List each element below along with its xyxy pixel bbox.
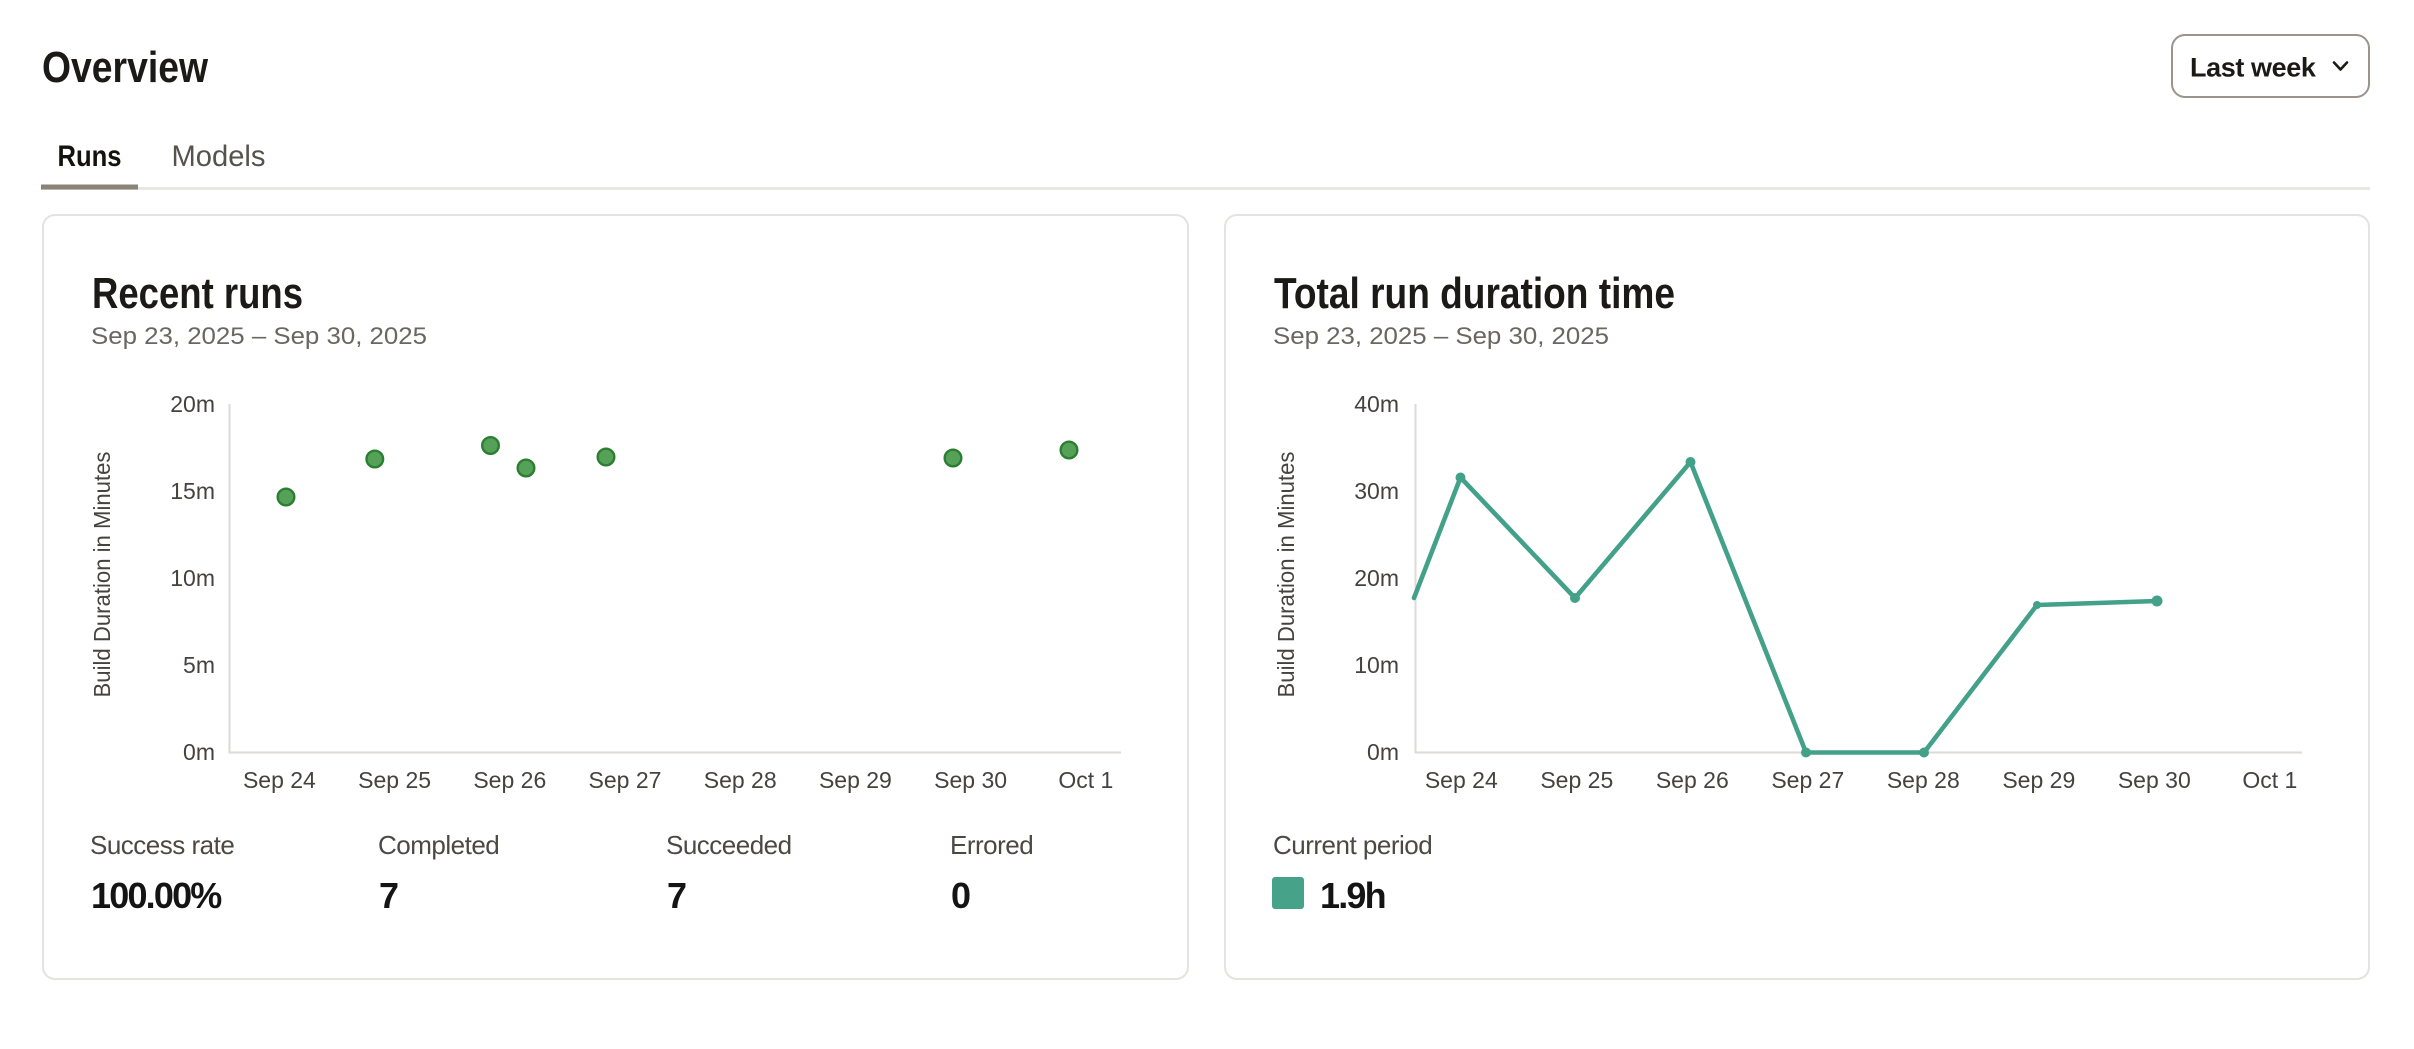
svg-text:30m: 30m xyxy=(1354,478,1399,504)
svg-text:Sep 29: Sep 29 xyxy=(2002,767,2075,793)
svg-text:20m: 20m xyxy=(1354,565,1399,591)
svg-text:Build Duration in Minutes: Build Duration in Minutes xyxy=(1273,452,1299,698)
svg-text:Sep 26: Sep 26 xyxy=(473,767,546,793)
svg-text:Sep 24: Sep 24 xyxy=(1425,767,1498,793)
svg-text:1.9h: 1.9h xyxy=(1320,875,1385,916)
svg-text:Oct 1: Oct 1 xyxy=(1058,767,1113,793)
svg-text:Sep 25: Sep 25 xyxy=(1540,767,1613,793)
svg-text:40m: 40m xyxy=(1354,391,1399,417)
svg-text:Success rate: Success rate xyxy=(90,830,234,860)
svg-text:Current period: Current period xyxy=(1273,830,1432,860)
svg-text:10m: 10m xyxy=(1354,652,1399,678)
svg-text:7: 7 xyxy=(379,875,398,916)
svg-text:Sep 30: Sep 30 xyxy=(2118,767,2191,793)
svg-text:10m: 10m xyxy=(170,565,215,591)
svg-text:Sep 23, 2025 – Sep 30, 2025: Sep 23, 2025 – Sep 30, 2025 xyxy=(91,323,427,350)
svg-text:Runs: Runs xyxy=(58,140,122,173)
svg-text:Sep 27: Sep 27 xyxy=(589,767,662,793)
svg-text:Sep 24: Sep 24 xyxy=(243,767,316,793)
svg-text:0: 0 xyxy=(951,875,970,916)
svg-text:Sep 25: Sep 25 xyxy=(358,767,431,793)
svg-text:Total run duration time: Total run duration time xyxy=(1274,269,1675,318)
svg-text:Last week: Last week xyxy=(2190,53,2317,83)
svg-text:Succeeded: Succeeded xyxy=(666,830,792,860)
svg-text:Sep 28: Sep 28 xyxy=(704,767,777,793)
svg-text:Overview: Overview xyxy=(42,43,209,92)
svg-text:5m: 5m xyxy=(183,652,215,678)
svg-text:Recent runs: Recent runs xyxy=(92,269,303,318)
svg-text:Completed: Completed xyxy=(378,830,499,860)
svg-text:100.00%: 100.00% xyxy=(91,875,222,916)
svg-text:Models: Models xyxy=(172,140,266,173)
svg-text:0m: 0m xyxy=(183,739,215,765)
svg-text:Build Duration in Minutes: Build Duration in Minutes xyxy=(89,452,115,698)
svg-text:Sep 27: Sep 27 xyxy=(1771,767,1844,793)
svg-text:Sep 29: Sep 29 xyxy=(819,767,892,793)
svg-text:Sep 28: Sep 28 xyxy=(1887,767,1960,793)
svg-text:20m: 20m xyxy=(170,391,215,417)
svg-text:Sep 30: Sep 30 xyxy=(934,767,1007,793)
svg-text:Sep 26: Sep 26 xyxy=(1656,767,1729,793)
svg-text:15m: 15m xyxy=(170,478,215,504)
svg-text:0m: 0m xyxy=(1367,739,1399,765)
svg-text:Errored: Errored xyxy=(950,830,1033,860)
svg-text:Sep 23, 2025 – Sep 30, 2025: Sep 23, 2025 – Sep 30, 2025 xyxy=(1273,323,1609,350)
svg-text:Oct 1: Oct 1 xyxy=(2242,767,2297,793)
svg-text:7: 7 xyxy=(667,875,686,916)
